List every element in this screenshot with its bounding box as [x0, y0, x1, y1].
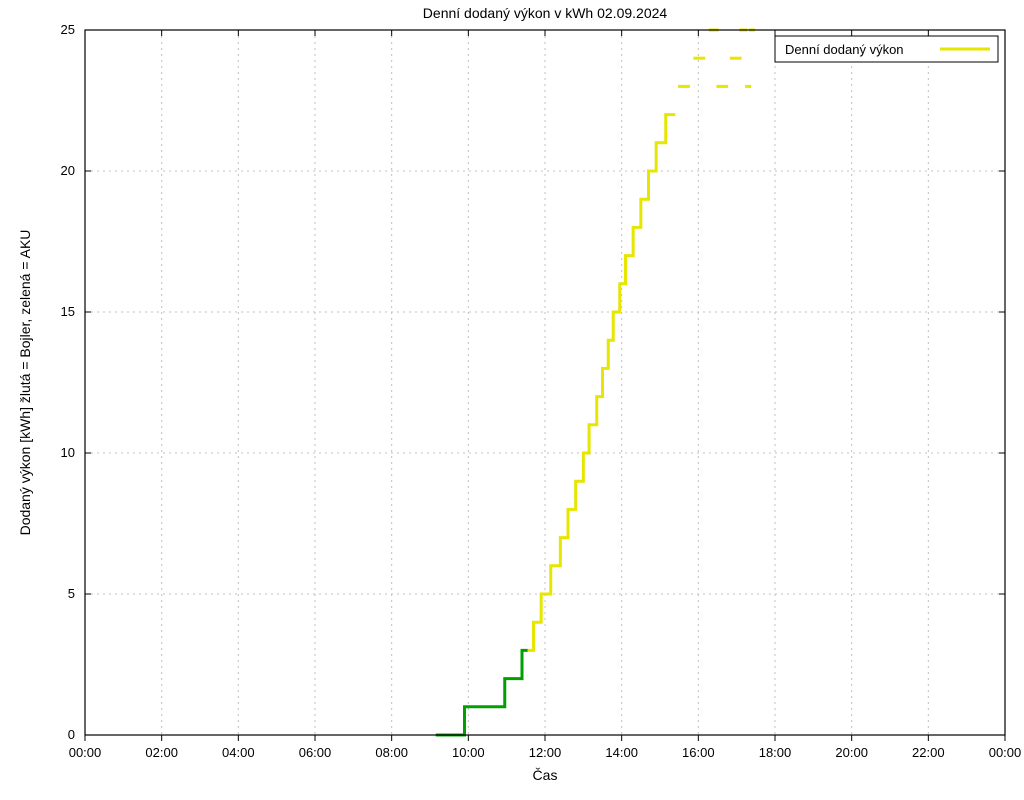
x-tick-label: 00:00 — [69, 745, 102, 760]
y-tick-label: 15 — [61, 304, 75, 319]
scatter-point — [693, 57, 699, 60]
x-tick-label: 22:00 — [912, 745, 945, 760]
scatter-point — [730, 57, 736, 60]
x-tick-label: 18:00 — [759, 745, 792, 760]
scatter-point — [722, 85, 728, 88]
chart-title: Denní dodaný výkon v kWh 02.09.2024 — [423, 5, 668, 21]
chart-svg: 00:00 02:00 04:00 06:00 08:00 10:00 12:00 14:00… — [0, 0, 1024, 800]
x-tick-label: 16:00 — [682, 745, 715, 760]
y-tick-label: 0 — [68, 727, 75, 742]
y-axis-label: Dodaný výkon [kWh] žlutá = Bojler, zelen… — [17, 230, 33, 536]
scatter-point — [736, 57, 742, 60]
x-tick-label: 14:00 — [605, 745, 638, 760]
x-axis-label: Čas — [533, 767, 558, 783]
y-tick-label: 20 — [61, 163, 75, 178]
scatter-point — [678, 85, 684, 88]
chart-container: 00:00 02:00 04:00 06:00 08:00 10:00 12:00 14:00… — [0, 0, 1024, 800]
legend-label: Denní dodaný výkon — [785, 42, 904, 57]
x-tick-label: 00:00 — [989, 745, 1022, 760]
y-tick-label: 5 — [68, 586, 75, 601]
x-tick-label: 02:00 — [145, 745, 178, 760]
y-tick-label: 10 — [61, 445, 75, 460]
scatter-point — [716, 85, 722, 88]
x-tick-label: 06:00 — [299, 745, 332, 760]
scatter-point — [684, 85, 690, 88]
x-tick-label: 08:00 — [375, 745, 408, 760]
x-tick-label: 04:00 — [222, 745, 255, 760]
scatter-point — [699, 57, 705, 60]
scatter-point — [745, 85, 751, 88]
x-tick-label: 10:00 — [452, 745, 485, 760]
y-tick-label: 25 — [61, 22, 75, 37]
x-tick-label: 12:00 — [529, 745, 562, 760]
x-tick-label: 20:00 — [835, 745, 868, 760]
